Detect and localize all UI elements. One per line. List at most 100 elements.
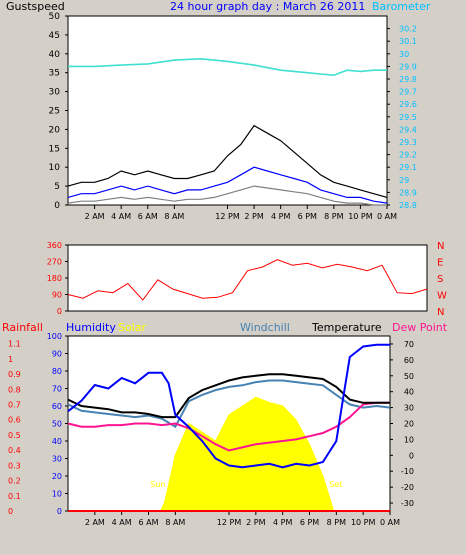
temperature-ytick-label: 40 xyxy=(404,388,414,397)
wind-ytick-label: 15 xyxy=(49,144,60,154)
humidity-ytick-label: 20 xyxy=(52,472,62,481)
humidity-ytick-label: 90 xyxy=(52,350,62,359)
direction-ytick-label: 90 xyxy=(52,291,62,300)
wind-speed-line xyxy=(67,166,388,204)
direction-ytick-label: 360 xyxy=(47,241,62,250)
rainfall-ytick-label: 0.4 xyxy=(8,446,21,455)
rainfall-ytick-label: 1 xyxy=(8,355,13,364)
wind-xtick-label: 8 PM xyxy=(324,212,343,221)
barometer-ytick-label: 30.1 xyxy=(399,37,417,46)
barometer-ytick-label: 28.9 xyxy=(399,188,417,197)
chart-title: 24 hour graph day : March 26 2011 xyxy=(170,0,365,13)
compass-label: N xyxy=(437,307,444,318)
temperature-ytick-label: -10 xyxy=(401,467,414,476)
wind-ytick-label: 35 xyxy=(49,69,60,79)
humidity-ytick-label: 70 xyxy=(52,385,62,394)
rainfall-ytick-label: 0.1 xyxy=(8,492,21,501)
humidity-ytick-label: 30 xyxy=(52,455,62,464)
barometer-ytick-label: 30 xyxy=(399,50,409,59)
direction-ytick-label: 270 xyxy=(47,258,62,267)
rainfall-ytick-label: 1.1 xyxy=(8,340,21,349)
gust-line xyxy=(67,124,388,198)
temperature-line xyxy=(67,373,390,419)
weather-xtick-label: 6 PM xyxy=(300,518,319,527)
wind-low-line xyxy=(67,185,387,206)
barometer-ytick-label: 29.4 xyxy=(399,125,417,134)
barometer-ytick-label: 29.1 xyxy=(399,163,417,172)
compass-label: E xyxy=(437,258,443,269)
wind-xtick-label: 10 PM xyxy=(348,212,373,221)
compass-label: W xyxy=(437,291,447,302)
barometer-ytick-label: 29 xyxy=(399,176,409,185)
barometer-ytick-label: 29.6 xyxy=(399,100,417,109)
wind-ytick-label: 45 xyxy=(49,31,60,41)
wind-xtick-label: 0 AM xyxy=(377,212,397,221)
wind-ytick-label: 50 xyxy=(49,12,61,22)
temperature-ytick-label: 50 xyxy=(404,372,414,381)
weather-xtick-label: 10 PM xyxy=(351,518,376,527)
temperature-ytick-label: 70 xyxy=(404,340,414,349)
humidity-line xyxy=(67,343,390,469)
weather-xtick-label: 8 AM xyxy=(165,518,185,527)
humidity-ytick-label: 60 xyxy=(52,402,62,411)
compass-label: S xyxy=(437,274,443,285)
gustspeed-label: Gustspeed xyxy=(6,0,65,13)
weather-panel: 0 0.1 0.2 0.3 0.4 0.5 0.6 0.7 0.8 0.9 1 1.1 0 10 20 30 4… xyxy=(8,332,414,527)
wind-xtick-label: 6 PM xyxy=(298,212,317,221)
dewpoint-label: Dew Point xyxy=(392,321,448,334)
barometer-ytick-label: 29.5 xyxy=(399,113,417,122)
wind-xtick-label: 2 AM xyxy=(85,212,105,221)
rainfall-ytick-label: 0 xyxy=(8,507,13,516)
barometer-ytick-label: 30.2 xyxy=(399,25,417,34)
wind-ytick-label: 20 xyxy=(49,125,61,135)
wind-panel: 0 5 10 15 20 25 30 35 40 45 50 28.8 28.9 29 29.1 29.2 29… xyxy=(49,12,417,221)
barometer-ytick-label: 29.7 xyxy=(399,88,417,97)
barometer-label: Barometer xyxy=(372,0,431,13)
temperature-label: Temperature xyxy=(311,321,382,334)
weather-xtick-label: 2 PM xyxy=(246,518,265,527)
rainfall-label: Rainfall xyxy=(2,321,43,334)
wind-ytick-label: 5 xyxy=(54,182,60,192)
wind-ytick-label: 25 xyxy=(49,107,60,117)
rainfall-ytick-label: 0.2 xyxy=(8,477,21,486)
wind-xtick-label: 4 AM xyxy=(111,212,131,221)
wind-direction-line xyxy=(67,259,428,301)
wind-xtick-label: 4 PM xyxy=(271,212,290,221)
humidity-ytick-label: 40 xyxy=(52,437,62,446)
weather-xtick-label: 4 AM xyxy=(112,518,132,527)
dewpoint-line xyxy=(67,401,390,452)
wind-xtick-label: 6 AM xyxy=(138,212,158,221)
humidity-ytick-label: 0 xyxy=(57,507,62,516)
direction-plot-area xyxy=(67,244,428,312)
compass-label: N xyxy=(437,241,444,252)
humidity-ytick-label: 50 xyxy=(52,420,62,429)
humidity-ytick-label: 10 xyxy=(52,490,62,499)
wind-ytick-label: 40 xyxy=(49,50,61,60)
temperature-ytick-label: 0 xyxy=(409,451,414,460)
sun-annotation: Sun R xyxy=(150,480,174,489)
humidity-label: Humidity xyxy=(66,321,116,334)
rainfall-ytick-label: 0.3 xyxy=(8,461,21,470)
windchill-line xyxy=(67,379,391,429)
weather-xtick-label: 12 PM xyxy=(217,518,242,527)
barometer-ytick-label: 29.3 xyxy=(399,138,417,147)
humidity-ytick-label: 100 xyxy=(47,332,62,341)
wind-ytick-label: 0 xyxy=(54,201,60,211)
temperature-ytick-label: 20 xyxy=(404,420,414,429)
wind-plot-area xyxy=(67,15,388,206)
barometer-ytick-label: 29.9 xyxy=(399,62,417,71)
weather-xtick-label: 8 PM xyxy=(327,518,346,527)
rainfall-ytick-label: 0.5 xyxy=(8,431,21,440)
weather-xtick-label: 4 PM xyxy=(273,518,292,527)
rainfall-ytick-label: 0.9 xyxy=(8,370,21,379)
weather-xtick-label: 6 AM xyxy=(138,518,158,527)
temperature-ytick-label: 30 xyxy=(404,404,414,413)
temperature-ytick-label: 60 xyxy=(404,356,414,365)
wind-xtick-label: 8 AM xyxy=(164,212,184,221)
rainfall-ytick-label: 0.8 xyxy=(8,385,21,394)
temperature-ytick-label: -20 xyxy=(401,483,414,492)
wind-xtick-label: 2 PM xyxy=(244,212,263,221)
wind-ytick-label: 10 xyxy=(49,163,61,173)
